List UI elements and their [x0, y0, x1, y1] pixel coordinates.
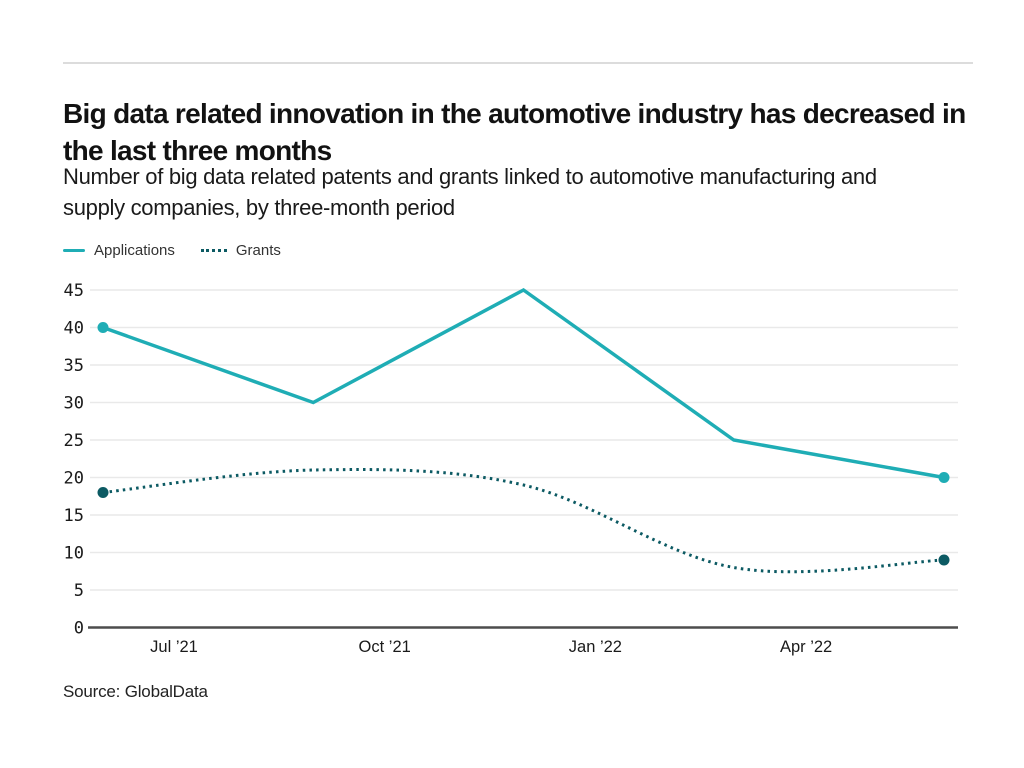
x-tick-label: Apr ’22: [780, 638, 832, 656]
x-tick-label: Jan ’22: [569, 638, 622, 656]
y-tick-label: 20: [64, 469, 84, 489]
legend-label-grants: Grants: [235, 242, 281, 259]
applications-line-swatch: [63, 248, 85, 253]
x-tick-label: Oct ’21: [359, 638, 411, 656]
y-tick-label: 40: [64, 319, 84, 339]
y-tick-label: 5: [74, 581, 84, 601]
grants-endpoint-marker: [938, 554, 950, 566]
legend: Applications Grants: [63, 242, 281, 259]
top-divider: [63, 62, 973, 64]
y-tick-label: 0: [74, 619, 84, 639]
page-title: Big data related innovation in the autom…: [63, 97, 966, 166]
y-tick-label: 10: [64, 544, 84, 564]
grants-endpoint-marker: [97, 487, 109, 498]
legend-item-applications: Applications: [63, 242, 175, 259]
legend-label-applications: Applications: [94, 242, 175, 259]
y-tick-label: 45: [64, 281, 84, 301]
y-tick-label: 30: [64, 394, 84, 414]
y-tick-label: 25: [64, 431, 84, 451]
grants-line: [102, 468, 945, 574]
chart-subtitle: Number of big data related patents and g…: [63, 164, 877, 221]
applications-endpoint-marker: [97, 322, 109, 333]
applications-endpoint-marker: [938, 472, 950, 483]
y-tick-label: 35: [64, 356, 84, 376]
applications-line: [102, 287, 945, 480]
legend-item-grants: Grants: [200, 242, 281, 259]
source-note: Source: GlobalData: [63, 682, 208, 701]
x-tick-label: Jul ’21: [150, 638, 198, 656]
y-tick-label: 15: [64, 506, 84, 526]
grants-line-swatch: [200, 249, 227, 252]
